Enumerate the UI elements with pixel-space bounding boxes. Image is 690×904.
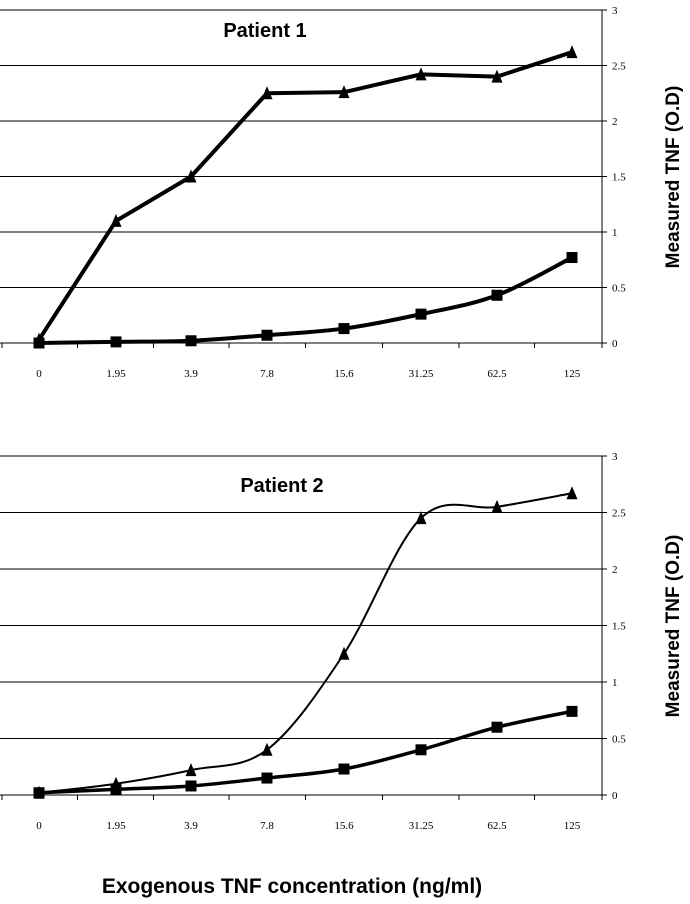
data-point-square [110,336,122,348]
panel-title: Patient 2 [240,475,323,497]
series-line-triangle [37,50,573,341]
data-point-square [491,289,503,301]
data-point-triangle [338,85,350,99]
x-tick-label: 125 [564,820,581,832]
y-tick-label: 1.5 [612,172,626,184]
data-point-square [110,783,122,795]
y-axis-label: Measured TNF (O.D) [663,86,684,269]
chart-panel-patient-1: 0 0.5 1 1.5 2 2.5 3 0 1.95 3.9 7.8 15.6 31.25 62.5 125… [0,5,684,380]
data-point-square [566,252,578,264]
y-tick-label: 0 [612,790,618,802]
x-tick-label: 1.95 [106,368,126,380]
y-tick-label: 2 [612,116,618,128]
x-tick-label: 125 [564,368,581,380]
x-tick-label: 1.95 [106,820,126,832]
chart-panel-patient-2: 0 0.5 1 1.5 2 2.5 3 0 1.95 3.9 7.8 15.6 31.25 62.5 125… [0,451,684,832]
data-point-triangle [261,86,273,100]
data-point-triangle [415,511,427,525]
y-tick-label: 1 [612,227,618,239]
y-tick-label: 2.5 [612,61,626,73]
x-axis-label: Exogenous TNF concentration (ng/ml) [102,875,482,898]
x-tick-label: 15.6 [334,820,354,832]
x-tick-label: 62.5 [487,820,507,832]
y-axis-label: Measured TNF (O.D) [663,535,684,718]
x-tick-label: 15.6 [334,368,354,380]
data-point-triangle [491,499,503,513]
data-point-triangle [338,646,350,660]
data-point-square [261,329,273,341]
data-point-square [566,705,578,717]
data-point-square [33,337,45,349]
x-tick-label: 31.25 [409,820,434,832]
data-point-triangle [566,486,578,500]
x-tick-label: 0 [36,368,42,380]
y-tick-label: 3 [612,451,618,463]
y-tick-label: 1.5 [612,621,626,633]
series-line-square [38,709,573,795]
x-tick-label: 31.25 [409,368,434,380]
data-point-square [338,763,350,775]
y-tick-label: 0.5 [612,734,626,746]
data-point-triangle [491,69,503,83]
data-point-triangle [566,45,578,59]
data-point-square [261,772,273,784]
y-tick-label: 3 [612,5,618,17]
series-line-triangle [38,492,573,794]
x-tick-label: 0 [36,820,42,832]
y-tick-label: 0.5 [612,283,626,295]
x-tick-label: 3.9 [184,368,198,380]
data-point-square [33,787,45,799]
data-point-square [185,780,197,792]
data-point-triangle [185,763,197,777]
panel-title: Patient 1 [223,20,306,42]
x-tick-label: 62.5 [487,368,507,380]
data-point-square [415,308,427,320]
data-point-square [185,335,197,347]
data-point-triangle [261,742,273,756]
x-tick-label: 3.9 [184,820,198,832]
y-tick-label: 1 [612,677,618,689]
y-tick-label: 2 [612,564,618,576]
x-tick-label: 7.8 [260,820,274,832]
data-point-triangle [185,169,197,183]
data-point-square [415,744,427,756]
data-point-triangle [110,213,122,227]
data-point-square [491,721,503,733]
data-point-square [338,323,350,335]
data-point-triangle [415,67,427,81]
y-tick-label: 2.5 [612,508,626,520]
y-tick-label: 0 [612,338,618,350]
x-tick-label: 7.8 [260,368,274,380]
